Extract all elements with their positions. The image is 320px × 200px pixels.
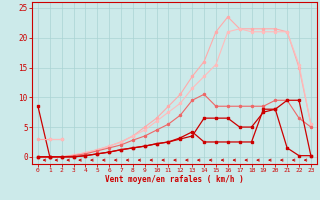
X-axis label: Vent moyen/en rafales ( km/h ): Vent moyen/en rafales ( km/h )	[105, 175, 244, 184]
